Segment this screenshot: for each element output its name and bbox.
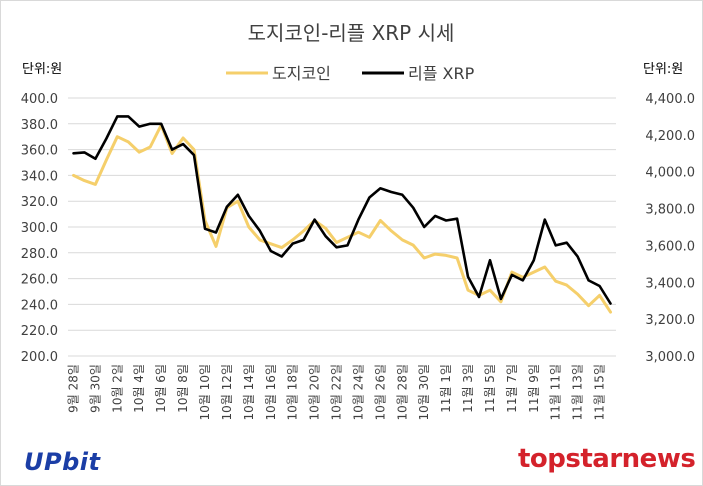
x-tick-label: 10월 14일 <box>242 364 256 420</box>
right-unit-label: 단위:원 <box>643 62 683 77</box>
legend: 도지코인 리플 XRP <box>226 64 475 83</box>
right-tick-label: 3,600.0 <box>645 239 695 254</box>
right-tick-label: 3,800.0 <box>645 203 695 218</box>
x-tick-label: 9월 28일 <box>66 364 80 413</box>
x-axis: 9월 28일 9월 30일 10월 2일 10월 4일 10월 6일 10월 8일 10월 … <box>66 364 606 420</box>
legend-label-xrp: 리플 XRP <box>408 64 475 83</box>
left-tick-label: 340.0 <box>21 169 58 184</box>
x-tick-label: 11월 13일 <box>571 364 585 420</box>
x-tick-label: 10월 6일 <box>154 364 168 413</box>
series-group <box>72 115 612 314</box>
x-tick-label: 11월 7일 <box>505 364 519 413</box>
series-line-xrp <box>72 115 612 305</box>
x-tick-label: 10월 20일 <box>308 364 322 420</box>
left-tick-label: 400.0 <box>21 92 58 107</box>
gridlines <box>68 97 616 357</box>
x-tick-label: 10월 10일 <box>198 364 212 420</box>
right-tick-label: 4,400.0 <box>645 92 695 107</box>
left-tick-label: 380.0 <box>21 118 58 133</box>
left-tick-label: 220.0 <box>21 324 58 339</box>
topstarnews-logo: topstarnews <box>518 444 696 474</box>
x-tick-label: 10월 18일 <box>286 364 300 420</box>
x-tick-label: 11월 3일 <box>461 364 475 413</box>
x-tick-label: 11월 5일 <box>483 364 497 413</box>
upbit-logo: UPbit <box>24 448 101 476</box>
right-tick-label: 4,000.0 <box>645 166 695 181</box>
right-tick-label: 3,000.0 <box>645 350 695 365</box>
x-tick-label: 10월 30일 <box>417 364 431 420</box>
x-tick-label: 9월 30일 <box>88 364 102 413</box>
x-tick-label: 10월 26일 <box>373 364 387 420</box>
left-tick-label: 260.0 <box>21 273 58 288</box>
right-axis: 4,400.0 4,200.0 4,000.0 3,800.0 3,600.0 3,400… <box>645 92 695 365</box>
left-tick-label: 200.0 <box>21 350 58 365</box>
x-tick-label: 10월 12일 <box>220 364 234 420</box>
left-tick-label: 320.0 <box>21 195 58 210</box>
x-tick-label: 11월 1일 <box>439 364 453 413</box>
left-tick-label: 240.0 <box>21 298 58 313</box>
x-tick-label: 11월 9일 <box>527 364 541 413</box>
right-tick-label: 3,200.0 <box>645 313 695 328</box>
x-tick-label: 10월 8일 <box>176 364 190 413</box>
x-tick-label: 10월 16일 <box>264 364 278 420</box>
x-tick-label: 11월 11일 <box>549 364 563 420</box>
legend-label-dogecoin: 도지코인 <box>272 64 331 83</box>
left-tick-label: 300.0 <box>21 221 58 236</box>
left-tick-label: 280.0 <box>21 247 58 262</box>
right-tick-label: 3,400.0 <box>645 276 695 291</box>
left-unit-label: 단위:원 <box>22 62 62 77</box>
series-line-dogecoin <box>72 123 612 314</box>
right-tick-label: 4,200.0 <box>645 129 695 144</box>
left-axis: 400.0 380.0 360.0 340.0 320.0 300.0 280.0 260.0… <box>21 92 58 365</box>
chart-title: 도지코인-리플 XRP 시세 <box>248 21 455 45</box>
x-tick-label: 11월 15일 <box>593 364 607 420</box>
x-tick-label: 10월 28일 <box>395 364 409 420</box>
x-tick-label: 10월 22일 <box>330 364 344 420</box>
x-tick-label: 10월 2일 <box>110 364 124 413</box>
left-tick-label: 360.0 <box>21 144 58 159</box>
x-tick-label: 10월 24일 <box>351 364 365 420</box>
x-tick-label: 10월 4일 <box>132 364 146 413</box>
